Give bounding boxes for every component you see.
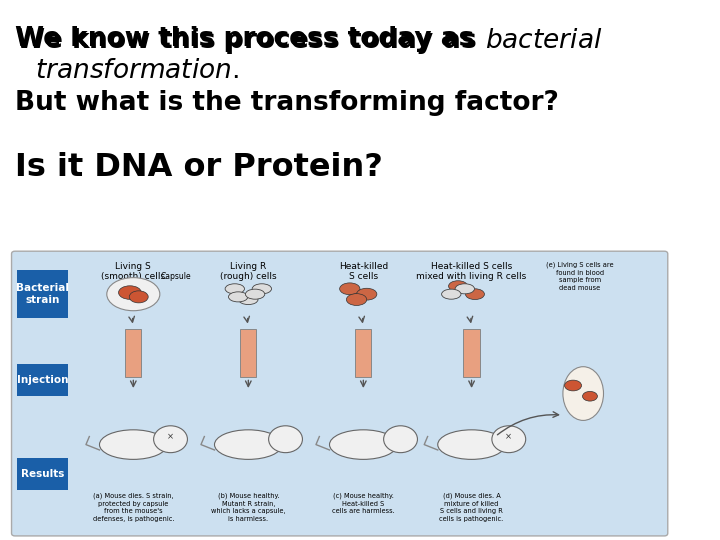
Text: $\it{transformation.}$: $\it{transformation.}$ [35, 58, 239, 84]
Text: Capsule: Capsule [161, 272, 191, 281]
Ellipse shape [330, 430, 397, 460]
Ellipse shape [246, 289, 265, 299]
Text: (c) Mouse healthy.
Heat-killed S
cells are harmless.: (c) Mouse healthy. Heat-killed S cells a… [332, 493, 395, 515]
Text: Living R
(rough) cells: Living R (rough) cells [220, 262, 276, 281]
FancyBboxPatch shape [464, 329, 480, 377]
FancyBboxPatch shape [240, 329, 256, 377]
Text: Living S
(smooth) cells: Living S (smooth) cells [102, 262, 166, 281]
Circle shape [492, 426, 526, 453]
Text: Bacterial
strain: Bacterial strain [16, 284, 69, 305]
Text: Heat-killed
S cells: Heat-killed S cells [338, 262, 388, 281]
FancyBboxPatch shape [125, 329, 141, 377]
Ellipse shape [119, 286, 141, 299]
Ellipse shape [582, 392, 598, 401]
FancyBboxPatch shape [12, 251, 667, 536]
Text: ×: × [505, 432, 513, 441]
Ellipse shape [215, 430, 282, 460]
FancyBboxPatch shape [17, 270, 68, 318]
Ellipse shape [99, 430, 167, 460]
Text: (a) Mouse dies. S strain,
protected by capsule
from the mouse's
defenses, is pat: (a) Mouse dies. S strain, protected by c… [93, 493, 174, 522]
Circle shape [384, 426, 418, 453]
FancyBboxPatch shape [17, 458, 68, 490]
Text: ×: × [167, 432, 174, 441]
Text: (b) Mouse healthy.
Mutant R strain,
which lacks a capsule,
is harmless.: (b) Mouse healthy. Mutant R strain, whic… [211, 493, 286, 522]
Ellipse shape [346, 294, 366, 306]
Ellipse shape [225, 284, 245, 294]
Text: Is it DNA or Protein?: Is it DNA or Protein? [15, 152, 383, 183]
Text: Injection: Injection [17, 375, 68, 385]
Ellipse shape [340, 283, 360, 295]
Ellipse shape [449, 281, 467, 292]
Ellipse shape [564, 380, 582, 391]
Ellipse shape [130, 291, 148, 303]
Ellipse shape [563, 367, 603, 421]
Ellipse shape [466, 289, 485, 300]
Text: Heat-killed S cells
mixed with living R cells: Heat-killed S cells mixed with living R … [416, 262, 527, 281]
FancyBboxPatch shape [355, 329, 372, 377]
Text: We know this process today as: We know this process today as [15, 25, 483, 51]
Circle shape [269, 426, 302, 453]
Text: We know this process today as $\it{bacterial}$: We know this process today as $\it{bacte… [15, 25, 603, 56]
Text: (d) Mouse dies. A
mixture of killed
S cells and living R
cells is pathogenic.: (d) Mouse dies. A mixture of killed S ce… [439, 493, 504, 522]
Ellipse shape [252, 284, 271, 294]
Text: Results: Results [21, 469, 64, 479]
Ellipse shape [356, 288, 377, 300]
Ellipse shape [228, 292, 248, 302]
Ellipse shape [107, 278, 160, 310]
Ellipse shape [238, 294, 258, 305]
Ellipse shape [441, 289, 461, 299]
Ellipse shape [455, 284, 474, 294]
Circle shape [153, 426, 187, 453]
Ellipse shape [438, 430, 505, 460]
FancyBboxPatch shape [17, 364, 68, 396]
Text: But what is the transforming factor?: But what is the transforming factor? [15, 90, 559, 116]
Text: (e) Living S cells are
found in blood
sample from
dead mouse: (e) Living S cells are found in blood sa… [546, 262, 613, 291]
